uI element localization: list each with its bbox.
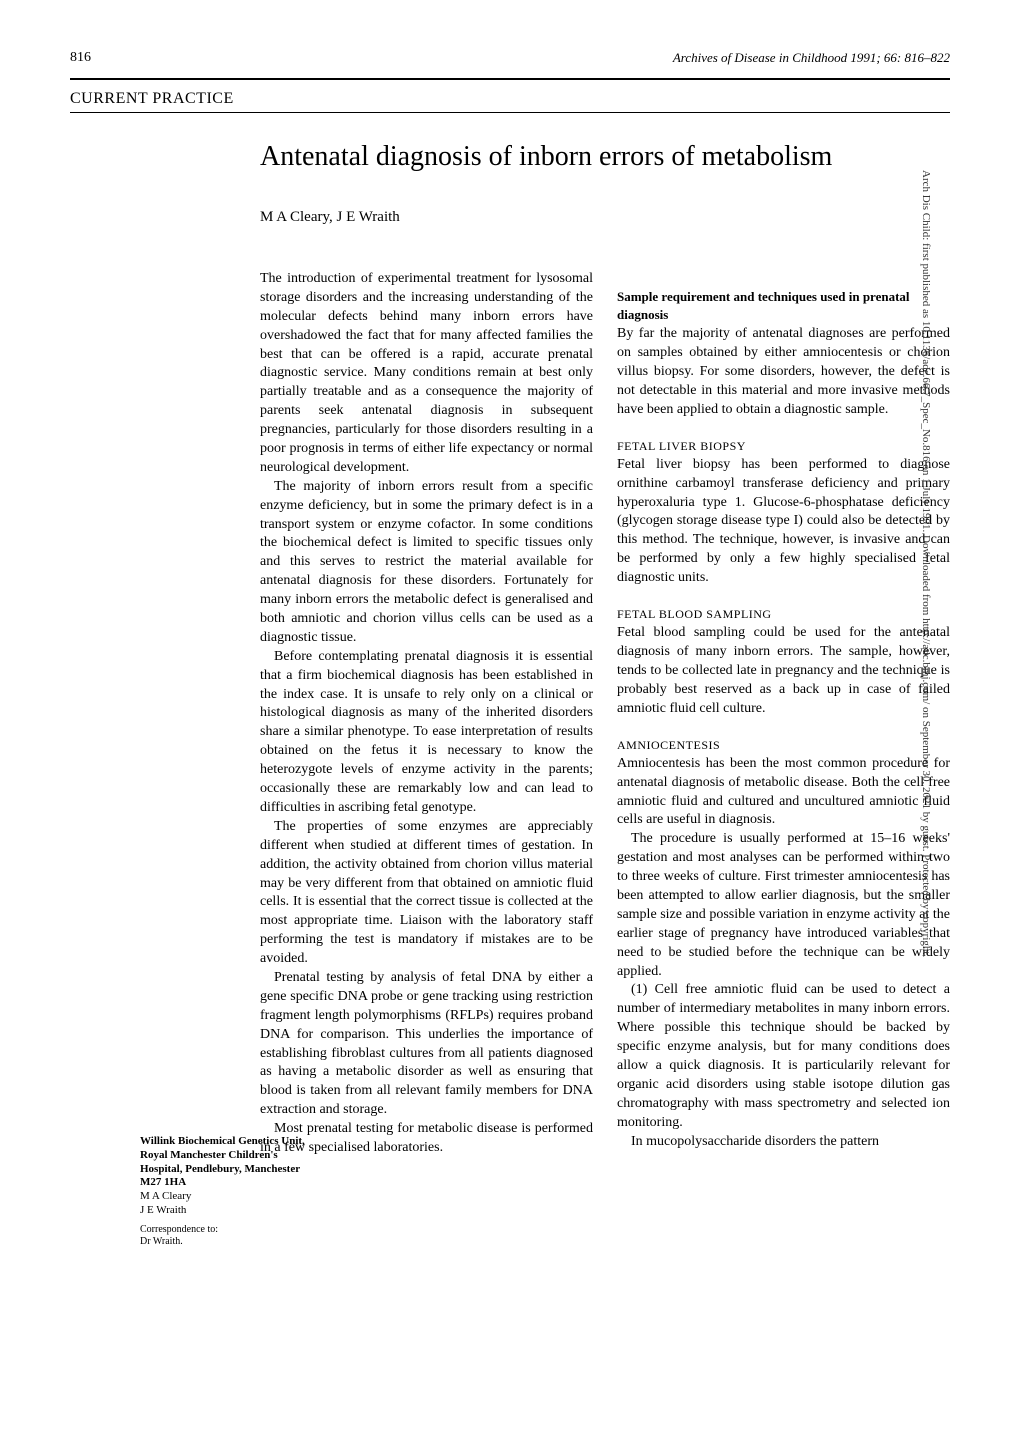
para: The introduction of experimental treatme…	[260, 270, 593, 478]
para: The procedure is usually performed at 15…	[617, 830, 950, 981]
subheading: Sample requirement and techniques used i…	[617, 288, 950, 323]
page-content: 816 Archives of Disease in Childhood 199…	[70, 50, 950, 1158]
para: The properties of some enzymes are appre…	[260, 818, 593, 969]
correspondence: Correspondence to: Dr Wraith.	[140, 1224, 310, 1249]
subheading-caps: FETAL BLOOD SAMPLING	[617, 606, 950, 622]
institution: Willink Biochemical Genetics Unit, Royal…	[140, 1135, 310, 1190]
para: Fetal liver biopsy has been performed to…	[617, 456, 950, 588]
authors: M A Cleary, J E Wraith	[260, 209, 950, 226]
para: Before contemplating prenatal diagnosis …	[260, 648, 593, 818]
affiliation-block: Willink Biochemical Genetics Unit, Royal…	[140, 1135, 310, 1249]
header-row: 816 Archives of Disease in Childhood 199…	[70, 50, 950, 66]
para: (1) Cell free amniotic fluid can be used…	[617, 981, 950, 1132]
subheading-caps: FETAL LIVER BIOPSY	[617, 438, 950, 454]
right-column: Sample requirement and techniques used i…	[617, 270, 950, 1158]
para: Fetal blood sampling could be used for t…	[617, 624, 950, 718]
section-label: CURRENT PRACTICE	[70, 90, 950, 108]
subheading-caps: AMNIOCENTESIS	[617, 737, 950, 753]
affiliation-people: M A Cleary J E Wraith	[140, 1190, 310, 1218]
left-column: The introduction of experimental treatme…	[260, 270, 593, 1158]
rule-under-section	[70, 112, 950, 113]
para: By far the majority of antenatal diagnos…	[617, 325, 950, 419]
page-number: 816	[70, 50, 91, 66]
para: Amniocentesis has been the most common p…	[617, 755, 950, 831]
journal-reference: Archives of Disease in Childhood 1991; 6…	[673, 50, 950, 66]
copyright-sidebar: Arch Dis Child: first published as 10.11…	[920, 170, 932, 1370]
para: Prenatal testing by analysis of fetal DN…	[260, 969, 593, 1120]
para: In mucopolysaccharide disorders the patt…	[617, 1133, 950, 1152]
para: The majority of inborn errors result fro…	[260, 478, 593, 648]
article-title: Antenatal diagnosis of inborn errors of …	[260, 141, 950, 173]
rule-top	[70, 78, 950, 80]
body-columns: The introduction of experimental treatme…	[260, 270, 950, 1158]
